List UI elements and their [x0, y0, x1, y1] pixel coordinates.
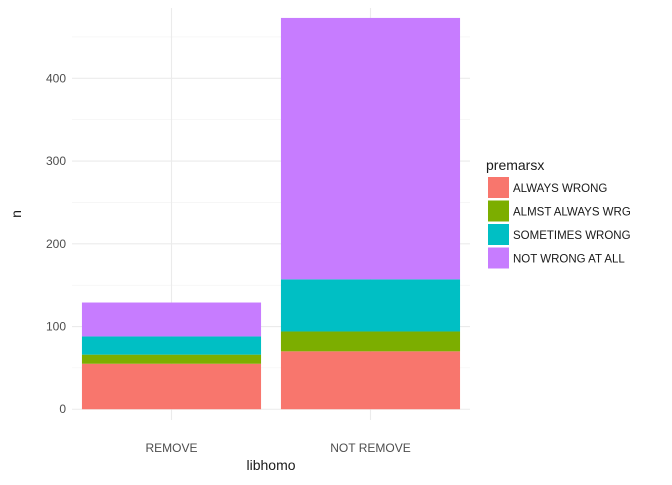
- x-tick-label: REMOVE: [145, 441, 197, 455]
- x-tick-label: NOT REMOVE: [330, 441, 410, 455]
- bar-segment: [81, 302, 262, 337]
- bar-segment: [280, 17, 461, 280]
- legend-label: SOMETIMES WRONG: [513, 230, 631, 242]
- legend-swatch: [488, 224, 509, 245]
- bar-segment: [81, 354, 262, 364]
- bar-segment: [81, 363, 262, 410]
- y-tick-label: 200: [46, 237, 66, 251]
- legend-swatch: [488, 200, 509, 222]
- bar-segment: [81, 336, 262, 355]
- y-tick-label: 300: [46, 154, 66, 168]
- bar-segment: [280, 279, 461, 332]
- legend-label: ALWAYS WRONG: [513, 183, 607, 195]
- bar-segment: [280, 331, 461, 352]
- legend-label: ALMST ALWAYS WRG: [513, 207, 631, 219]
- y-tick-label: 0: [59, 402, 66, 416]
- legend: premarsx ALWAYS WRONG ALMST ALWAYS WRG SOME…: [486, 157, 631, 269]
- x-axis-title: libhomo: [246, 457, 295, 473]
- y-tick-label: 400: [46, 71, 66, 85]
- y-axis-title: n: [8, 210, 24, 218]
- y-tick-label: 100: [46, 320, 66, 334]
- bars-layer: [81, 17, 461, 410]
- legend-swatch: [488, 177, 509, 198]
- legend-swatch: [488, 247, 509, 269]
- legend-title: premarsx: [486, 157, 544, 173]
- legend-label: NOT WRONG AT ALL: [513, 254, 625, 266]
- axis-layer: 0 100 200 300 400 REMOVE NOT REMOVE libhomo n: [8, 71, 411, 473]
- bar-segment: [280, 351, 461, 410]
